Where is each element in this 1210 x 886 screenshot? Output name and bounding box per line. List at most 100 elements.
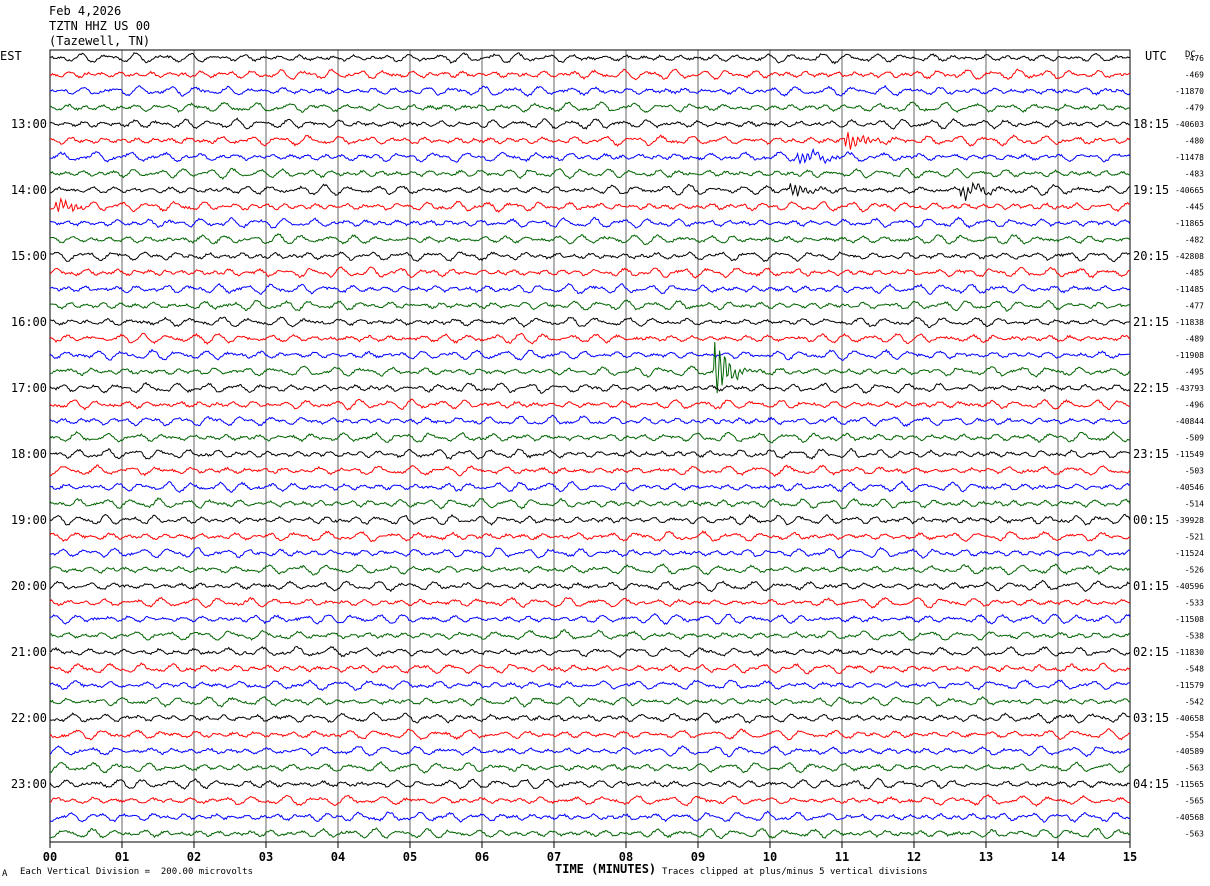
dc-offset-label: -11485: [1175, 285, 1204, 294]
dc-offset-label: -469: [1185, 71, 1204, 80]
dc-offset-label: -563: [1185, 830, 1204, 839]
trace-9: [49, 196, 1131, 214]
x-tick-label: 15: [1123, 850, 1137, 864]
dc-offset-label: -480: [1185, 137, 1204, 146]
trace-32: [49, 579, 1131, 593]
trace-0: [49, 52, 1131, 65]
trace-14: [49, 282, 1131, 295]
dc-offset-label: -445: [1185, 203, 1204, 212]
dc-offset-label: -554: [1185, 731, 1204, 740]
plot-date: Feb 4,2026: [49, 4, 122, 18]
x-tick-label: 12: [907, 850, 921, 864]
trace-15: [49, 299, 1131, 312]
trace-44: [49, 777, 1131, 790]
clip-note: Traces clipped at plus/minus 5 vertical …: [662, 867, 928, 877]
trace-31: [49, 563, 1131, 576]
dc-offset-label: -485: [1185, 269, 1204, 278]
x-tick-label: 13: [979, 850, 993, 864]
dc-offset-label: -11908: [1175, 351, 1204, 360]
dc-offset-label: -565: [1185, 797, 1204, 806]
dc-offset-label: -548: [1185, 665, 1204, 674]
dc-offset-label: -40568: [1175, 813, 1204, 822]
trace-13: [49, 266, 1131, 279]
left-hour-label: 16:00: [11, 315, 47, 329]
dc-offset-label: -538: [1185, 632, 1204, 641]
trace-26: [49, 480, 1131, 494]
trace-42: [49, 745, 1131, 758]
trace-30: [49, 546, 1131, 559]
trace-40: [49, 711, 1131, 724]
left-hour-label: 19:00: [11, 513, 47, 527]
x-tick-label: 10: [763, 850, 777, 864]
trace-38: [49, 679, 1131, 692]
trace-17: [49, 332, 1131, 345]
dc-offset-label: -11549: [1175, 450, 1204, 459]
trace-19: [49, 341, 1131, 394]
dc-offset-label: -40603: [1175, 120, 1204, 129]
right-hour-label: 03:15: [1133, 711, 1169, 725]
left-hour-label: 21:00: [11, 645, 47, 659]
dc-offset-label: -11870: [1175, 87, 1204, 96]
dc-header-label: DC: [1185, 50, 1196, 60]
trace-1: [49, 68, 1131, 81]
right-hour-label: 04:15: [1133, 777, 1169, 791]
x-tick-label: 14: [1051, 850, 1065, 864]
right-hour-label: 18:15: [1133, 117, 1169, 131]
dc-offset-label: -11508: [1175, 615, 1204, 624]
dc-offset-label: -495: [1185, 368, 1204, 377]
dc-offset-label: -11838: [1175, 318, 1204, 327]
dc-offset-label: -40665: [1175, 186, 1204, 195]
right-hour-label: 23:15: [1133, 447, 1169, 461]
trace-37: [49, 662, 1131, 675]
dc-offset-label: -496: [1185, 401, 1204, 410]
dc-offset-label: -40596: [1175, 582, 1204, 591]
trace-8: [50, 181, 1131, 201]
dc-offset-label: -482: [1185, 236, 1204, 245]
dc-offset-label: -11565: [1175, 780, 1204, 789]
trace-46: [49, 810, 1131, 823]
dc-offset-label: -11865: [1175, 219, 1204, 228]
trace-21: [49, 398, 1130, 411]
left-hour-label: 23:00: [11, 777, 47, 791]
trace-25: [49, 464, 1131, 477]
trace-5: [49, 132, 1131, 150]
trace-28: [49, 513, 1131, 526]
left-hour-label: 14:00: [11, 183, 47, 197]
x-tick-label: 04: [331, 850, 345, 864]
dc-offset-label: -476: [1185, 54, 1204, 63]
dc-offset-label: -533: [1185, 599, 1204, 608]
right-hour-label: 20:15: [1133, 249, 1169, 263]
x-tick-label: 02: [187, 850, 201, 864]
trace-27: [49, 497, 1131, 510]
trace-2: [49, 84, 1131, 97]
trace-6: [49, 147, 1131, 165]
dc-offset-label: -479: [1185, 104, 1204, 113]
dc-offset-label: -514: [1185, 500, 1204, 509]
trace-16: [49, 316, 1131, 329]
x-tick-label: 00: [43, 850, 57, 864]
x-tick-label: 07: [547, 850, 561, 864]
trace-24: [49, 448, 1131, 460]
trace-11: [49, 233, 1131, 246]
trace-4: [49, 117, 1131, 130]
dc-offset-label: -542: [1185, 698, 1204, 707]
dc-offset-label: -40589: [1175, 747, 1204, 756]
plot-frame: [49, 49, 1131, 843]
corner-mark: A: [2, 869, 8, 879]
trace-43: [49, 761, 1131, 774]
dc-offset-label: -509: [1185, 434, 1204, 443]
dc-offset-label: -483: [1185, 170, 1204, 179]
x-tick-label: 03: [259, 850, 273, 864]
dc-offset-label: -40546: [1175, 483, 1204, 492]
right-hour-label: 22:15: [1133, 381, 1169, 395]
trace-36: [49, 645, 1131, 659]
station-location: (Tazewell, TN): [49, 34, 151, 48]
trace-47: [50, 827, 1131, 840]
right-hour-label: 01:15: [1133, 579, 1169, 593]
trace-39: [49, 696, 1131, 708]
right-hour-label: 02:15: [1133, 645, 1169, 659]
x-tick-label: 09: [691, 850, 705, 864]
dc-offset-label: -40844: [1175, 417, 1204, 426]
dc-offset-label: -477: [1185, 302, 1204, 311]
